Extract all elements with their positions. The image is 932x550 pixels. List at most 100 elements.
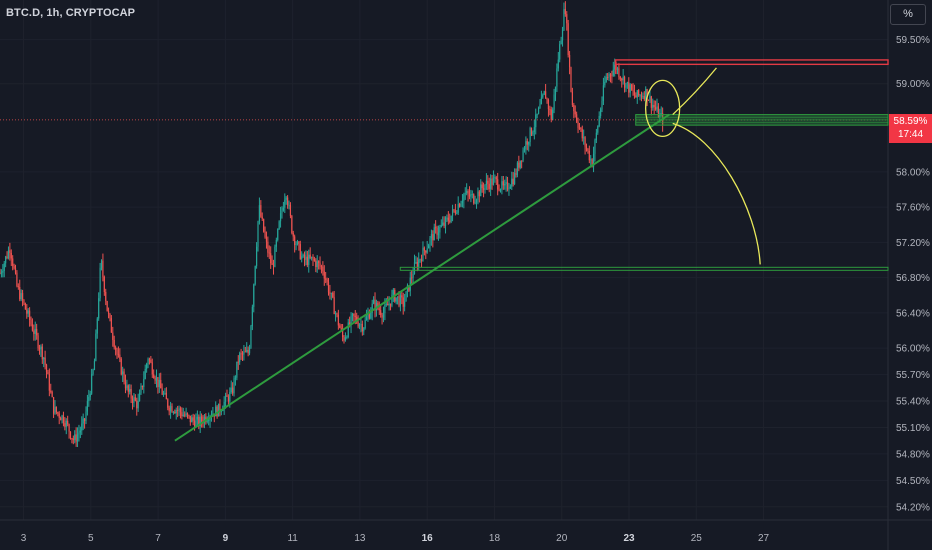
candle-body [344,337,347,341]
candle-body [480,184,482,197]
candle-body [119,354,121,359]
candle-body [275,239,277,247]
candle-body [574,111,576,115]
candle-body [244,351,246,353]
candle-body [325,278,327,280]
candle-body [557,59,559,69]
candle-body [26,309,28,314]
candle-body [374,299,376,311]
candle-body [412,273,414,278]
candle-body [85,411,87,421]
candle-body [440,225,442,227]
candle-body [250,326,252,348]
candle-body [227,396,229,402]
candle-body [224,395,227,402]
candle-body [526,141,528,145]
candle-body [105,292,107,302]
candle-body [134,397,136,401]
candle-body [78,432,80,435]
candle-body [444,217,447,227]
candle-body [502,181,504,186]
candle-body [650,96,652,108]
candle-body [522,150,524,161]
candle-body [5,256,7,264]
candle-body [247,349,249,354]
percent-scale-button[interactable]: % [890,4,926,25]
candle-body [282,207,284,211]
candle-body [454,210,456,214]
candle-body [422,247,424,262]
candle-body [392,289,394,295]
y-tick-label: 57.20% [896,238,930,249]
candle-body [347,322,349,338]
candle-body [303,254,306,260]
candle-body [539,104,541,109]
y-tick-label: 57.60% [896,203,930,214]
candle-body [50,390,52,392]
candle-body [585,146,588,149]
candle-body [533,127,535,132]
candle-body [653,104,655,108]
candle-body [138,392,141,402]
candle-body [459,204,461,207]
candle-body [415,262,417,263]
candle-body [120,358,122,375]
candle-body [512,178,514,185]
candle-body [350,315,352,326]
candle-body [296,241,299,245]
candle-body [158,379,160,388]
candle-body [360,323,362,325]
candle-body [95,333,97,362]
candle-body [310,256,313,258]
candle-body [552,109,554,120]
candle-body [265,237,268,242]
candle-body [642,96,644,98]
candle-body [473,194,475,204]
candle-body [492,177,495,185]
candle-body [215,406,217,417]
candle-body [453,209,455,211]
candle-body [2,271,4,273]
candle-body [605,77,607,82]
candle-body [44,357,46,365]
candle-body [83,418,86,421]
candle-body [60,417,62,421]
candle-body [102,260,104,277]
candle-body [411,277,413,279]
candle-body [370,312,372,319]
candle-body [481,184,483,189]
candle-body [430,234,433,239]
candle-body [404,301,406,307]
y-tick-label: 56.40% [896,308,930,319]
candle-body [356,316,358,323]
candle-body [554,86,557,95]
candle-body [312,256,314,260]
candle-body [556,68,558,87]
candle-body [435,227,437,229]
candle-body [188,415,190,416]
candle-body [645,89,647,100]
y-tick-label: 55.40% [896,397,930,408]
candle-body [368,314,370,319]
candle-body [327,281,330,293]
candle-body [419,259,421,261]
candle-body [474,202,476,204]
candle-body [144,368,146,379]
projection-down-curve [672,122,761,265]
candle-body [122,371,124,375]
candle-body [112,332,114,340]
candle-body [192,417,194,421]
candle-body [91,374,93,394]
candle-body [223,401,225,410]
candle-body [189,415,191,423]
candle-body [583,137,585,139]
x-tick-label: 25 [691,533,703,544]
candle-body [305,256,307,260]
candle-body [98,298,100,319]
candle-body [604,81,606,86]
candle-body [279,213,282,222]
candle-body [358,324,361,327]
candle-body [595,132,597,141]
candle-body [357,322,359,327]
